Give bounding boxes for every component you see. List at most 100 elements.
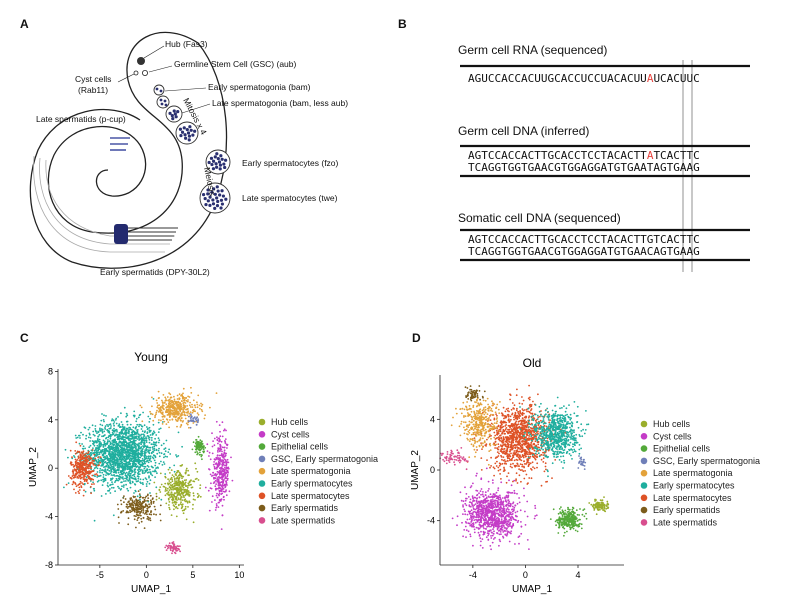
germ-dna-bottom-strand: TCAGGTGGTGAACGTGGAGGATGTGAATAGTGAAG <box>468 161 700 174</box>
cell-point <box>127 450 130 453</box>
cell-point <box>170 477 173 479</box>
cell-point <box>135 426 138 428</box>
cell-point <box>182 402 185 405</box>
x-axis-label: UMAP_1 <box>131 584 171 595</box>
cell-point <box>147 455 150 458</box>
cell-point <box>512 446 514 448</box>
cell-point <box>510 441 513 443</box>
cell-point <box>121 448 124 450</box>
cell-point <box>221 435 224 438</box>
cell-point <box>185 411 188 414</box>
cell-point <box>213 467 216 470</box>
cell-point <box>95 464 98 467</box>
cell-point <box>116 479 118 482</box>
cell-point <box>534 457 536 460</box>
cell-point <box>223 455 226 458</box>
cell-point <box>501 458 503 461</box>
cell-point <box>218 462 221 465</box>
cell-point <box>525 421 528 424</box>
cell-point <box>113 424 115 427</box>
cell-point <box>221 470 223 473</box>
cell-point <box>147 450 149 453</box>
cell-point <box>208 509 211 512</box>
cell-point <box>131 508 134 510</box>
cell-point <box>132 461 135 464</box>
cell-point <box>82 455 84 458</box>
cell-point <box>105 472 108 474</box>
cell-point <box>75 460 78 462</box>
cell-point <box>71 456 73 459</box>
cell-point <box>145 441 148 443</box>
cell-point <box>95 466 97 469</box>
cell-point <box>69 476 72 479</box>
cell-point <box>114 468 116 470</box>
cell-point <box>174 416 177 419</box>
cell-point <box>170 514 173 516</box>
germ-rna-title: Germ cell RNA (sequenced) <box>458 43 607 57</box>
cell-point <box>93 444 96 447</box>
cell-point <box>92 487 95 490</box>
cell-point <box>181 499 184 501</box>
cell-point <box>109 437 112 440</box>
cell-point <box>159 408 162 411</box>
cell-point <box>214 509 217 511</box>
cell-point <box>142 508 145 511</box>
cell-point <box>476 449 478 451</box>
cell-point <box>194 462 197 465</box>
cyst-nucleus <box>218 163 223 167</box>
cell-point <box>82 433 84 436</box>
cell-point <box>90 461 93 464</box>
cell-point <box>158 428 161 430</box>
cell-point <box>171 495 173 498</box>
cell-point <box>113 430 116 433</box>
cell-point <box>521 396 523 398</box>
cell-point <box>501 448 504 451</box>
cell-point <box>125 471 128 474</box>
cell-point <box>101 435 103 438</box>
cell-point <box>190 386 192 389</box>
cell-point <box>515 479 517 482</box>
cell-point <box>222 456 225 459</box>
cell-point <box>132 449 135 452</box>
cell-point <box>167 493 170 496</box>
cell-point <box>85 462 88 465</box>
cell-point <box>505 427 508 429</box>
cell-point <box>219 443 222 446</box>
cell-point <box>218 424 221 426</box>
cell-point <box>173 475 175 478</box>
cell-point <box>152 454 155 456</box>
cell-point <box>516 455 518 458</box>
cell-point <box>144 503 147 506</box>
cell-point <box>543 470 546 473</box>
cell-point <box>139 478 142 481</box>
cell-point <box>117 425 120 427</box>
cell-point <box>141 452 144 455</box>
cell-point <box>169 396 172 399</box>
cyst-nucleus <box>180 130 185 134</box>
cell-point <box>508 440 510 443</box>
x-tick-label: -5 <box>96 570 104 580</box>
cell-point <box>161 405 164 407</box>
cell-point <box>100 495 103 497</box>
cell-point <box>529 455 532 458</box>
cell-point <box>517 435 520 437</box>
cell-point <box>133 433 136 436</box>
cell-point <box>106 457 108 459</box>
cell-point <box>196 443 199 445</box>
y-axis-label: UMAP_2 <box>28 447 39 487</box>
cell-point <box>506 457 509 460</box>
cell-point <box>227 471 230 474</box>
cell-point <box>496 433 498 436</box>
soma-dna-top-strand: AGTCCACCACTTGCACCTCCTACACTTGTCACTTC <box>468 233 700 246</box>
cell-point <box>171 502 174 504</box>
cell-point <box>225 429 227 432</box>
cell-point <box>145 446 148 449</box>
cell-point <box>181 400 183 403</box>
cell-point <box>136 507 139 510</box>
cell-point <box>74 473 77 476</box>
cell-point <box>101 464 104 467</box>
cell-point <box>512 441 515 444</box>
cell-point <box>124 469 126 471</box>
cell-point <box>178 548 180 551</box>
cell-point <box>501 426 503 429</box>
